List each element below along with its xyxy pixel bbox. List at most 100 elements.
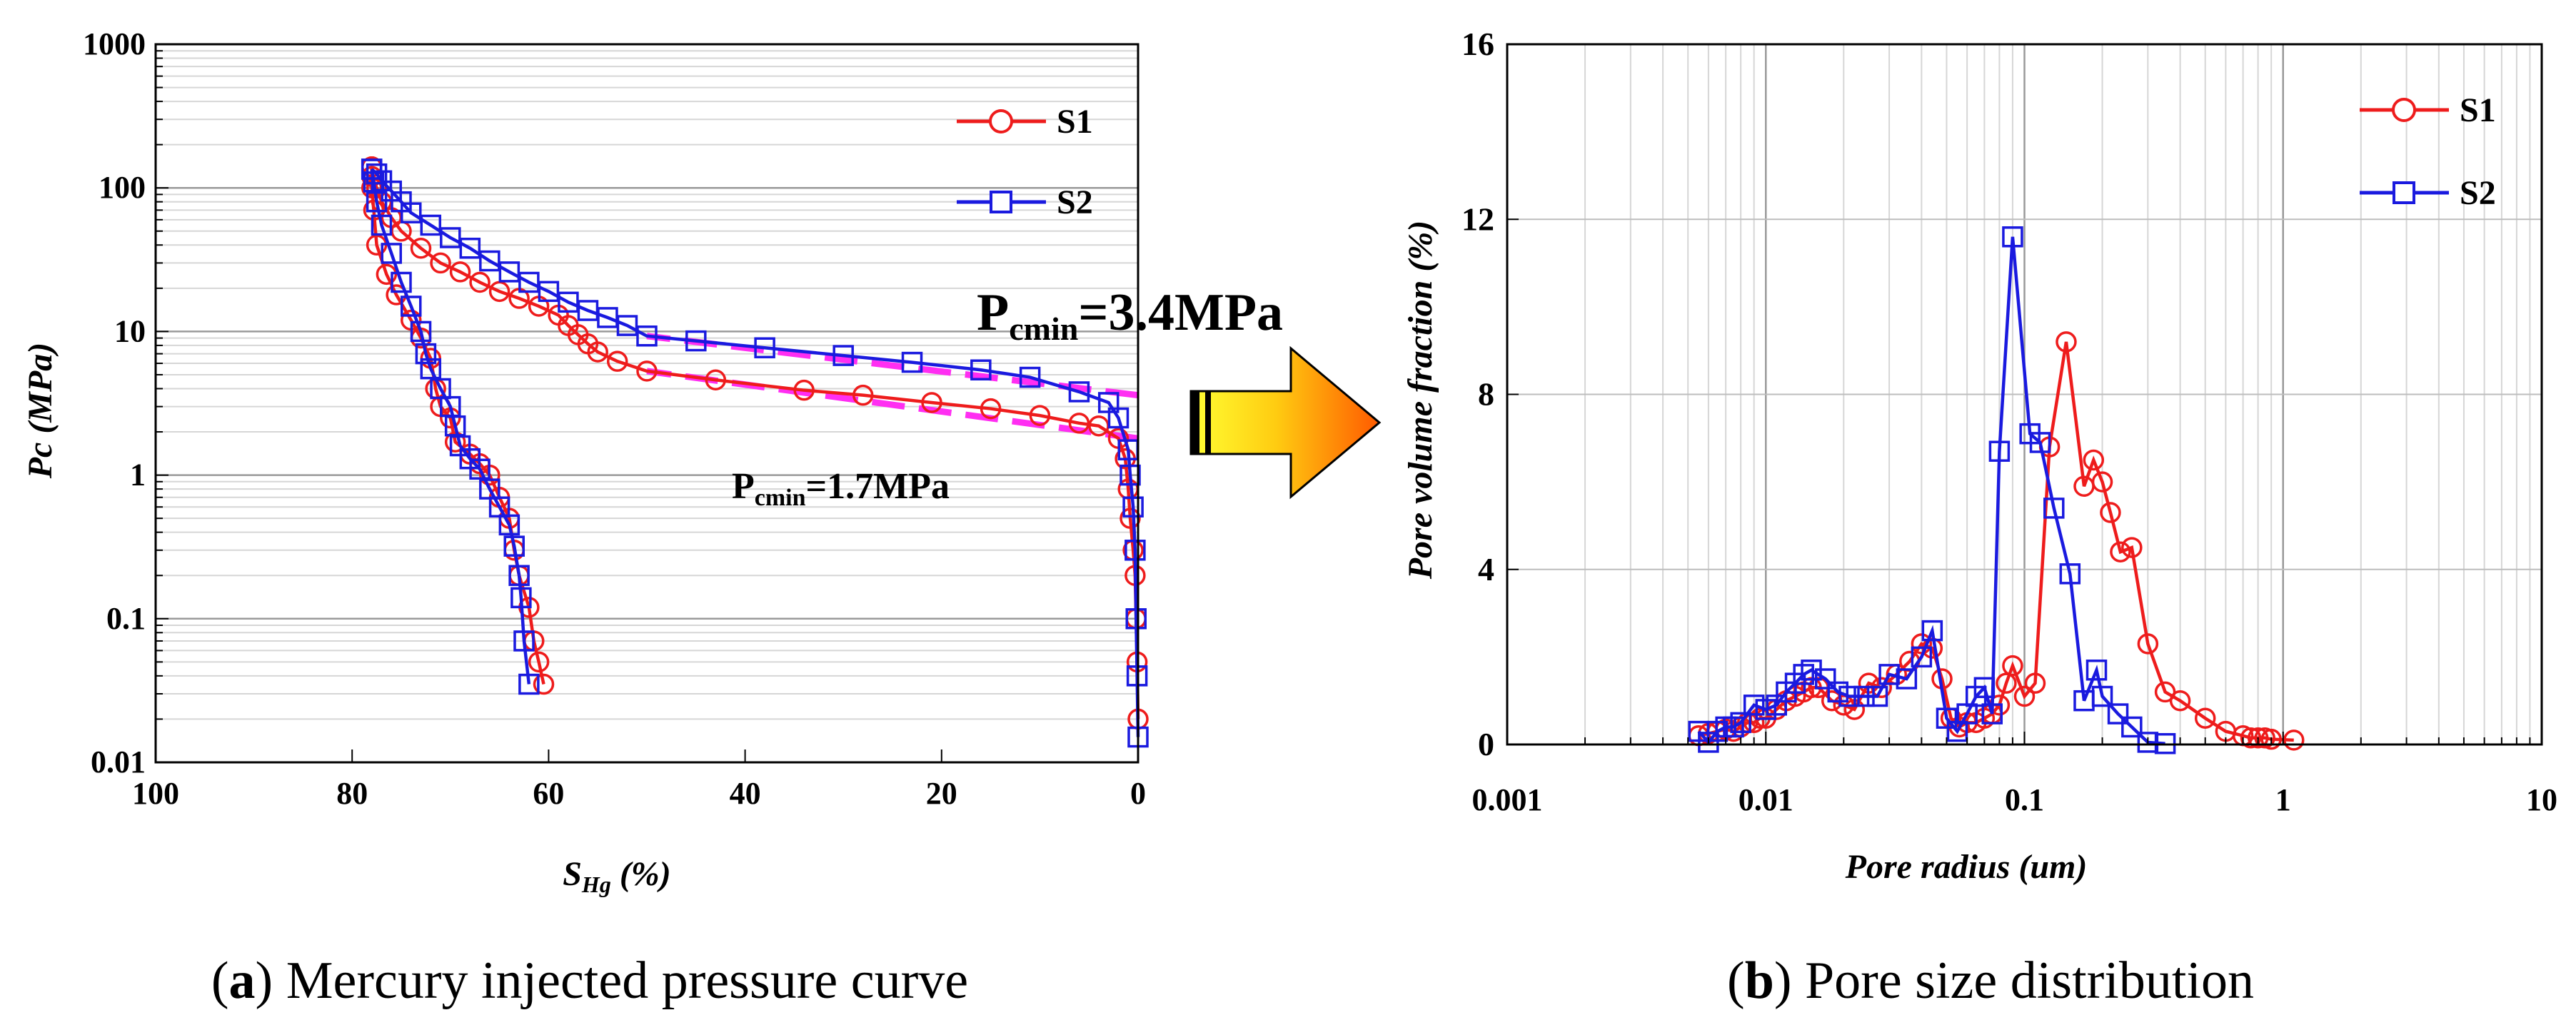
data-point — [363, 171, 385, 193]
panel-b-x-axis-label: Pore radius (um) — [1845, 848, 2088, 886]
data-point — [469, 458, 490, 480]
data-point — [2107, 703, 2129, 724]
data-point — [705, 369, 727, 391]
x-tick-label: 60 — [533, 776, 564, 811]
data-point — [2086, 660, 2108, 681]
x-tick-label: 0.001 — [1472, 782, 1543, 817]
data-point — [361, 158, 383, 180]
data-point — [2110, 541, 2131, 562]
data-point — [2283, 729, 2305, 751]
panel-b-series — [1688, 226, 2305, 754]
panel-a-gridlines — [156, 50, 1138, 720]
data-point — [2013, 685, 2036, 707]
data-point — [2121, 716, 2143, 738]
x-tick-label: 40 — [730, 776, 761, 811]
data-point — [1866, 685, 1888, 707]
data-point — [479, 250, 500, 272]
legend-label-s2: S2 — [1057, 183, 1093, 221]
panel-b-ticks: 0 4 8 12 16 0.001 0.01 0.1 1 10 — [1461, 26, 2557, 817]
data-point — [1125, 608, 1147, 630]
data-point — [2091, 471, 2113, 493]
data-point — [420, 214, 442, 236]
data-point — [1120, 464, 1141, 486]
data-point — [376, 263, 398, 286]
data-point — [636, 360, 658, 382]
data-point — [1120, 508, 1141, 529]
panel-a-y-axis-label: Pc (MPa) — [21, 343, 59, 480]
data-point — [1911, 646, 1933, 668]
data-point — [401, 296, 422, 317]
data-point — [533, 673, 555, 695]
data-point — [415, 343, 437, 365]
data-point — [1068, 413, 1090, 434]
data-point — [2247, 727, 2269, 749]
legend-marker-b-s1 — [2392, 98, 2416, 122]
data-point — [2194, 707, 2216, 729]
data-point — [2029, 432, 2051, 453]
data-point — [1097, 392, 1120, 413]
data-point — [528, 651, 550, 673]
data-point — [754, 337, 775, 358]
data-point — [2100, 502, 2121, 523]
x-tick-label: 20 — [926, 776, 957, 811]
data-point — [2024, 672, 2046, 694]
legend-label-b-s1: S1 — [2460, 91, 2496, 129]
legend-marker-s1 — [989, 109, 1013, 133]
x-tick-label: 10 — [2526, 782, 2557, 817]
data-point — [420, 358, 442, 380]
data-point — [1125, 540, 1146, 561]
data-point — [444, 431, 466, 453]
data-point — [366, 191, 388, 213]
legend-marker-s2 — [990, 191, 1012, 213]
series-b-s2 — [1688, 226, 2176, 754]
x-tick-label: 0 — [1130, 776, 1146, 811]
panel-b-gridlines — [1507, 44, 2542, 744]
data-point — [510, 587, 532, 609]
data-point — [980, 398, 1002, 420]
data-point — [1896, 668, 1918, 690]
series-line — [1697, 236, 2165, 746]
legend-entry-s1: S1 — [957, 103, 1093, 141]
data-point — [1029, 405, 1051, 426]
data-point — [366, 163, 388, 185]
panel-a-fit-lines — [646, 333, 1139, 442]
panel-a-ticks: 0.01 0.1 1 10 100 1000 100 80 60 40 20 0 — [83, 26, 1146, 811]
y-tick-label: 10 — [114, 313, 146, 348]
legend-entry-b-s1: S1 — [2360, 91, 2496, 129]
data-point — [410, 237, 432, 259]
data-point — [1730, 712, 1751, 734]
data-point — [1723, 716, 1744, 738]
data-point — [1853, 685, 1875, 707]
data-point — [2002, 226, 2023, 248]
data-point — [508, 565, 530, 586]
data-point — [371, 214, 393, 236]
data-point — [391, 271, 412, 293]
data-point — [1019, 366, 1041, 388]
data-point — [381, 243, 402, 264]
y-tick-label: 16 — [1461, 26, 1494, 62]
data-point — [793, 379, 815, 401]
data-point — [1122, 496, 1144, 517]
data-point — [2059, 563, 2081, 585]
data-point — [440, 227, 461, 248]
panel-b-legend: S1 S2 — [2360, 91, 2496, 212]
data-point — [2002, 655, 2023, 677]
series-line-injection — [371, 168, 1140, 737]
legend-marker-b-s2 — [2393, 181, 2415, 204]
data-point — [469, 271, 490, 293]
data-point — [901, 351, 923, 373]
fit-dashed-line — [646, 368, 1139, 442]
legend-entry-b-s2: S2 — [2360, 174, 2496, 212]
x-tick-label: 100 — [132, 776, 179, 811]
data-point — [449, 261, 471, 283]
legend-label-b-s2: S2 — [2460, 174, 2496, 212]
data-point — [2056, 331, 2077, 353]
data-point — [410, 320, 432, 343]
data-point — [1936, 707, 1958, 729]
legend-entry-s2: S2 — [957, 183, 1093, 221]
data-point — [1814, 668, 1836, 690]
data-point — [503, 535, 525, 557]
y-tick-label: 100 — [99, 170, 146, 205]
panel-a-plot-frame — [154, 43, 1139, 764]
